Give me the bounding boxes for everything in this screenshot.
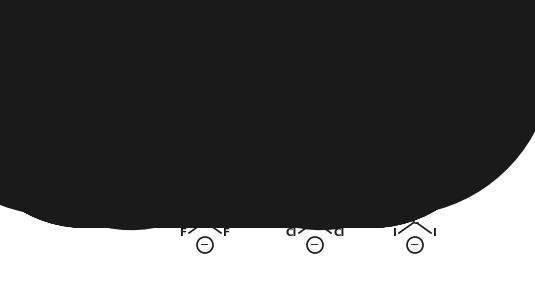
Text: C: C: [201, 216, 209, 226]
Text: Cl: Cl: [142, 58, 152, 68]
Text: Br: Br: [322, 52, 333, 62]
Text: Which of the following would be the best leaving group? Explain.: Which of the following would be the best…: [5, 127, 411, 140]
Text: T: T: [425, 95, 435, 110]
Text: −: −: [410, 240, 419, 250]
Text: F: F: [202, 192, 209, 202]
Text: S: S: [17, 95, 27, 110]
Text: b.   Based on anion intermediate.: b. Based on anion intermediate.: [22, 159, 231, 172]
Text: HO: HO: [130, 103, 146, 113]
Text: F: F: [180, 228, 187, 238]
Text: C: C: [311, 216, 319, 226]
Text: Which of the indicated eliminations is easier?: Which of the indicated eliminations is e…: [5, 6, 290, 19]
Text: Cl: Cl: [286, 228, 297, 238]
Text: I: I: [313, 90, 316, 100]
Text: Cl: Cl: [333, 228, 344, 238]
Text: Q: Q: [16, 48, 28, 63]
Text: F: F: [223, 228, 230, 238]
Text: -HCl: -HCl: [51, 40, 73, 50]
Text: R: R: [424, 48, 436, 63]
Text: -HI: -HI: [386, 88, 400, 98]
Text: -H₂O: -H₂O: [50, 108, 74, 118]
Text: -HBr: -HBr: [381, 40, 404, 50]
Text: a.   Based on elimination from neutral compound: a. Based on elimination from neutral com…: [22, 143, 330, 156]
Text: C: C: [411, 216, 418, 226]
Text: I: I: [413, 192, 417, 202]
Text: I: I: [393, 228, 397, 238]
Text: Cl: Cl: [309, 192, 320, 202]
Text: H₂SO₄: H₂SO₄: [47, 88, 78, 98]
Text: I: I: [433, 228, 437, 238]
Text: −: −: [310, 240, 320, 250]
Text: −: −: [200, 240, 210, 250]
